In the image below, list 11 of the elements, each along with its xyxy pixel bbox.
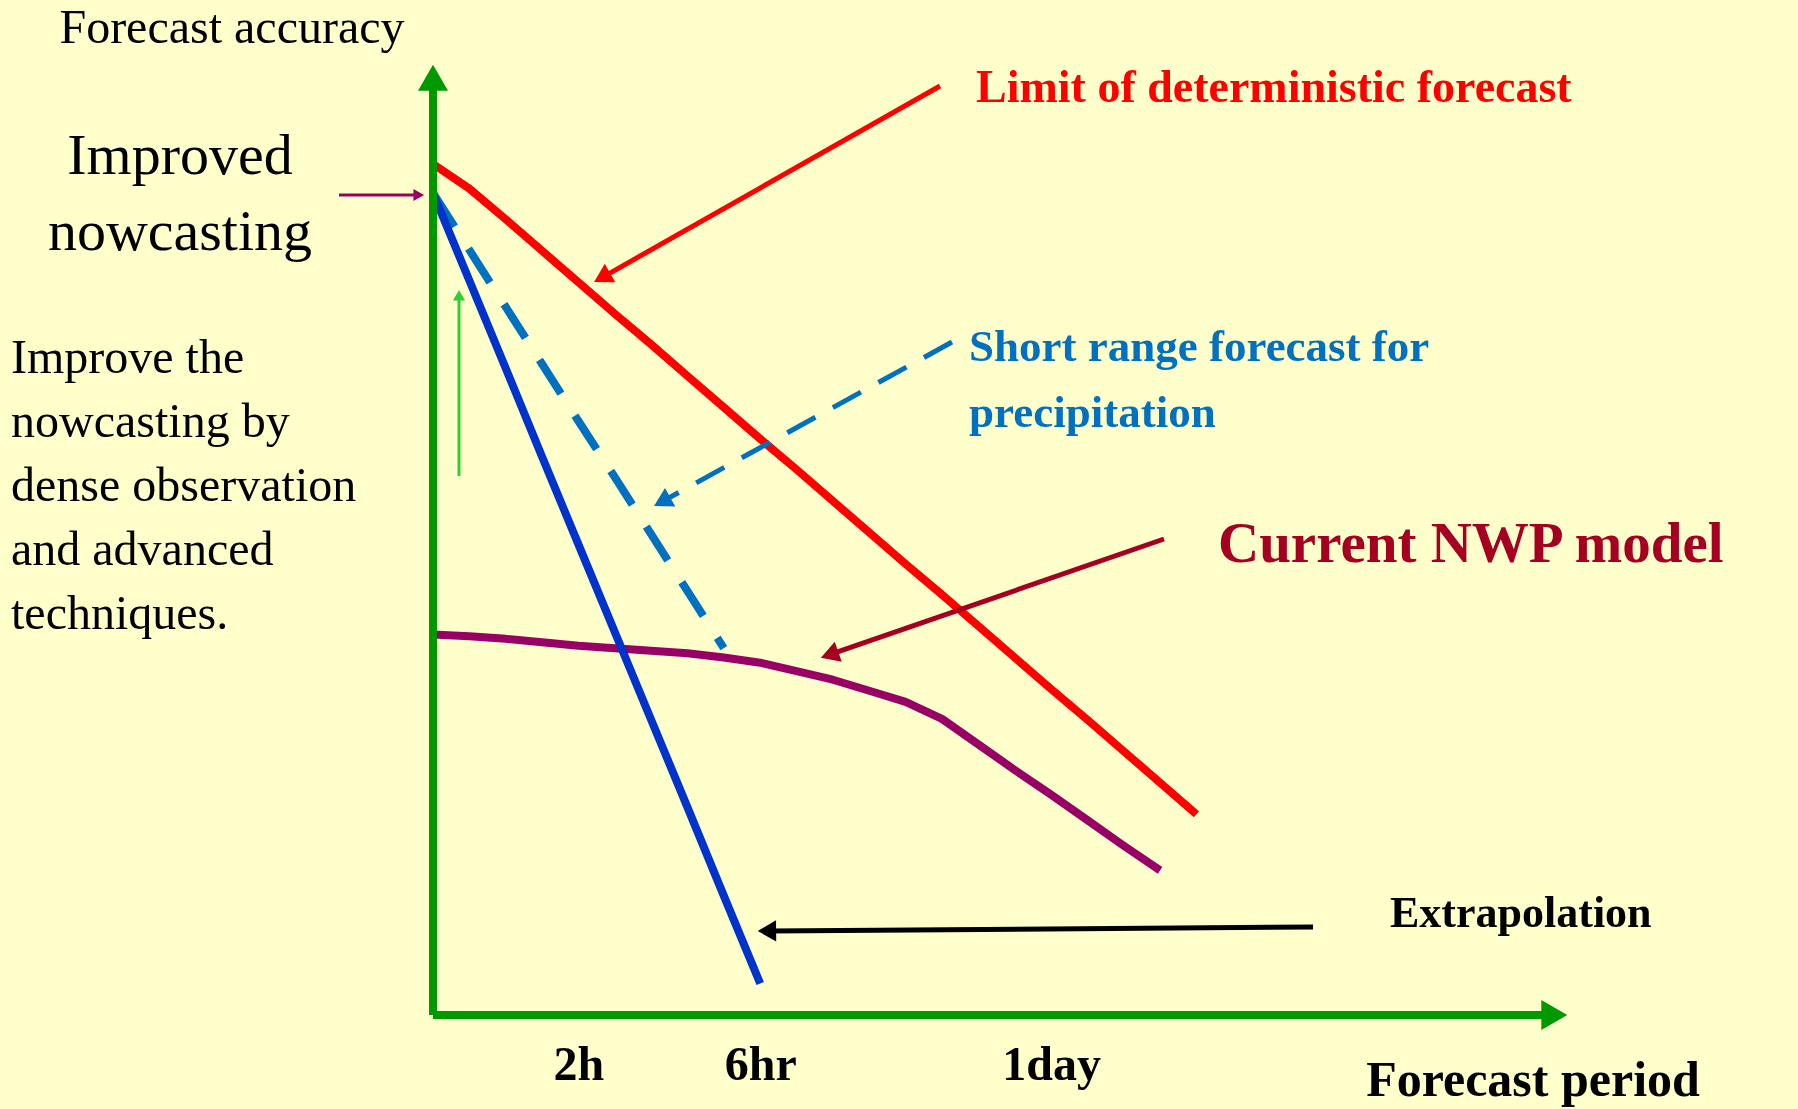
text: Limit of deterministic forecast (976, 61, 1573, 112)
text: Improved nowcasting (47, 122, 313, 263)
annotation: Extrapolation (1390, 888, 1652, 937)
x-tick-label: 6hr (724, 1036, 797, 1090)
text: Improve the nowcasting by dense observation and advanced techniques. (11, 330, 357, 639)
x-axis-title: Forecast period (1366, 1051, 1701, 1107)
text: Short range forecast for precipitation (969, 321, 1430, 437)
x-tick-label: 1day (1002, 1036, 1101, 1090)
text: Current NWP model (1218, 511, 1724, 574)
x-tick-label: 2h (553, 1036, 605, 1090)
y-axis-title: Forecast accuracy (59, 0, 405, 53)
